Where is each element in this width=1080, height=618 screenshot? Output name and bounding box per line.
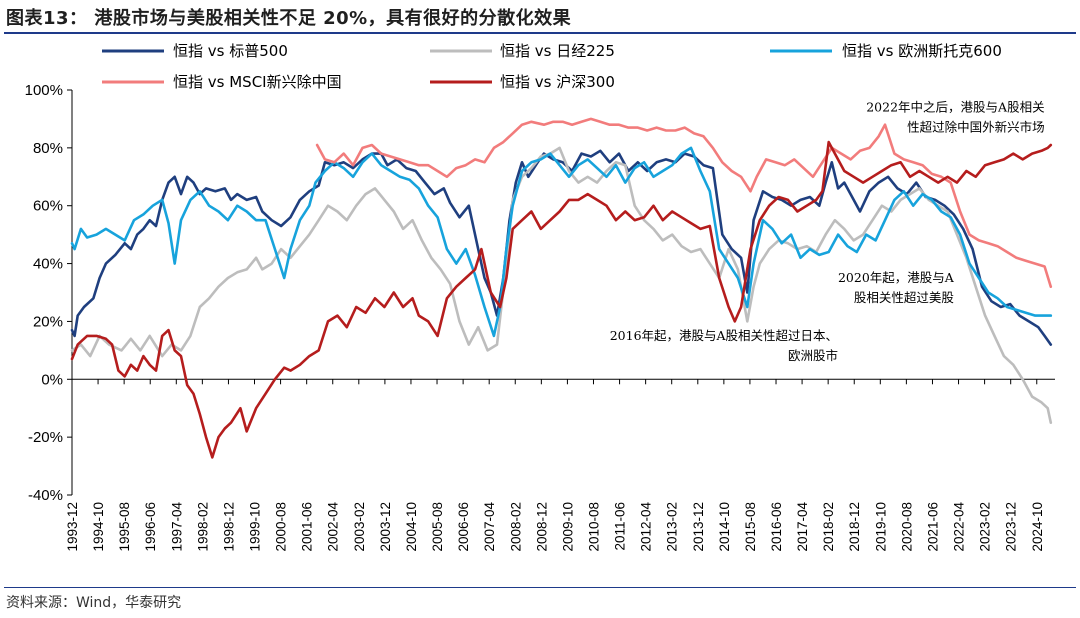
x-tick-label: 1997-04 [169, 502, 184, 552]
x-tick-label: 1994-10 [91, 502, 106, 552]
x-tick-label: 2012-04 [639, 502, 654, 552]
x-tick-label: 1996-06 [143, 502, 158, 552]
x-tick-label: 2004-10 [404, 502, 419, 552]
y-tick-label: 60% [33, 198, 63, 215]
x-tick-label: 2013-12 [691, 502, 706, 552]
annotation-line: 欧洲股市 [788, 348, 838, 363]
y-tick-label: 20% [33, 313, 63, 330]
x-tick-label: 1993-12 [65, 502, 80, 552]
x-tick-label: 2003-12 [378, 502, 393, 552]
x-tick-label: 2023-02 [978, 502, 993, 552]
source-note: 资料来源：Wind，华泰研究 [6, 595, 182, 611]
x-tick-label: 2009-10 [560, 502, 575, 552]
x-tick-label: 2013-02 [665, 502, 680, 552]
title-divider [4, 32, 1076, 34]
x-tick-label: 2023-12 [1004, 502, 1019, 552]
x-tick-label: 2005-08 [430, 502, 445, 552]
legend-item: 恒指 vs 沪深300 [430, 73, 615, 91]
x-tick-label: 2008-12 [534, 502, 549, 552]
y-tick-label: -40% [28, 487, 63, 504]
x-tick-label: 2006-06 [456, 502, 471, 552]
x-tick-label: 2024-10 [1030, 502, 1045, 552]
chart-title: 图表13： 港股市场与美股相关性不足 20%，具有很好的分散化效果 [6, 8, 572, 29]
series-line-0 [70, 149, 1053, 346]
x-tick-label: 1999-10 [248, 502, 263, 552]
y-tick-label: 80% [33, 140, 63, 157]
legend-label: 恒指 vs 标普500 [173, 42, 288, 60]
legend-item: 恒指 vs 标普500 [102, 42, 288, 60]
series-line-1 [70, 146, 1053, 424]
legend-item: 恒指 vs 日经225 [430, 42, 615, 60]
x-tick-label: 2015-08 [743, 502, 758, 552]
annotation-line: 2016年起，港股与A股相关性超过日本、 [610, 328, 838, 343]
annotation: 2020年起，港股与A 股相关性超过美股 [838, 270, 955, 305]
x-tick-label: 2008-02 [508, 502, 523, 552]
legend-label: 恒指 vs 沪深300 [500, 73, 615, 91]
x-tick-label: 2022-04 [952, 502, 967, 552]
x-tick-label: 2011-06 [613, 502, 628, 551]
annotation-line: 股相关性超过美股 [854, 290, 955, 305]
x-tick-label: 2020-08 [899, 502, 914, 552]
x-tick-label: 2018-12 [847, 502, 862, 552]
x-tick-label: 2021-06 [925, 502, 940, 552]
legend-item: 恒指 vs 欧洲斯托克600 [770, 42, 1002, 60]
x-tick-label: 2000-08 [274, 502, 289, 552]
x-tick-label: 1995-08 [117, 502, 132, 552]
y-tick-label: 0% [41, 371, 63, 388]
x-tick-label: 1998-02 [195, 502, 210, 552]
series-line-4 [70, 140, 1053, 459]
y-tick-label: -20% [28, 429, 63, 446]
series-line-3 [315, 117, 1053, 288]
legend-label: 恒指 vs MSCI新兴除中国 [173, 73, 342, 91]
x-tick-label: 1998-12 [221, 502, 236, 552]
y-tick-label: 40% [33, 256, 63, 273]
legend-label: 恒指 vs 日经225 [500, 42, 615, 60]
x-tick-label: 2002-04 [326, 502, 341, 552]
source-divider [4, 587, 1076, 588]
legend-item: 恒指 vs MSCI新兴除中国 [102, 73, 342, 91]
x-tick-label: 2016-06 [769, 502, 784, 552]
x-tick-label: 2001-06 [300, 502, 315, 552]
series-line-2 [70, 146, 1053, 338]
x-tick-label: 2019-10 [873, 502, 888, 552]
annotation-line: 2022年中之后，港股与A股相关 [866, 99, 1044, 114]
x-tick-label: 2010-08 [586, 502, 601, 552]
annotation-line: 2020年起，港股与A [838, 270, 955, 285]
annotation: 2016年起，港股与A股相关性超过日本、欧洲股市 [610, 328, 838, 363]
y-tick-label: 100% [25, 82, 63, 99]
x-tick-label: 2018-02 [821, 502, 836, 552]
legend-label: 恒指 vs 欧洲斯托克600 [842, 42, 1002, 60]
x-tick-label: 2014-10 [717, 502, 732, 552]
annotation-line: 性超过除中国外新兴市场 [907, 119, 1045, 134]
x-tick-label: 2003-02 [352, 502, 367, 552]
x-tick-label: 2017-04 [795, 502, 810, 552]
x-tick-label: 2007-04 [482, 502, 497, 552]
